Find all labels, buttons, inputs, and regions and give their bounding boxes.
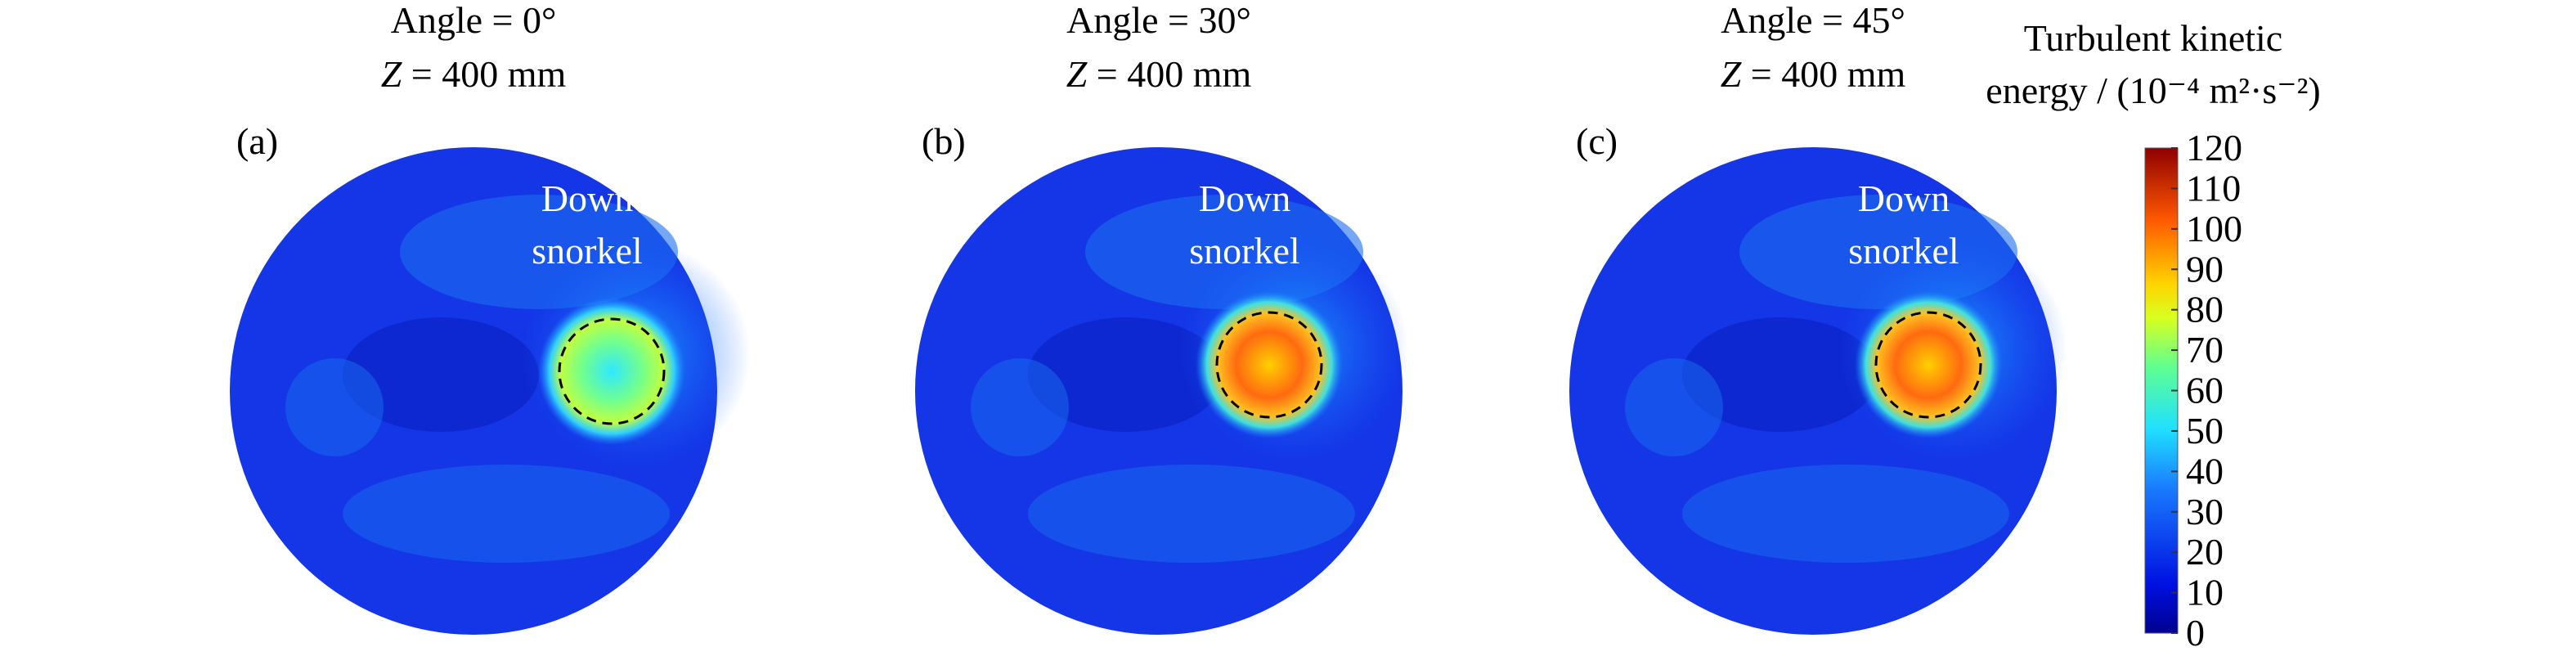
mid-region: [343, 465, 670, 563]
panel-depth: Z = 400 mm: [381, 53, 567, 95]
tick-label: 120: [2186, 127, 2242, 168]
mid-region: [1625, 358, 1723, 456]
tick-label: 30: [2186, 491, 2224, 532]
low-region: [343, 317, 539, 432]
low-region: [1028, 317, 1224, 432]
tick-label: 60: [2186, 370, 2224, 411]
annotation: snorkel: [1189, 230, 1299, 272]
snorkel-outline: [558, 317, 666, 425]
panel-title: Angle = 0°: [391, 0, 557, 41]
tick-label: 70: [2186, 329, 2224, 371]
tick-label: 90: [2186, 248, 2224, 290]
colorbar-title: energy / (10⁻⁴ m²·s⁻²): [1986, 70, 2320, 111]
mid-region: [1682, 465, 2009, 563]
tick-label: 50: [2186, 410, 2224, 452]
panels: Angle = 0°Z = 400 mm(a)DownsnorkelAngle …: [230, 0, 2067, 635]
panel-title: Angle = 45°: [1721, 0, 1905, 41]
depth-symbol: Z: [1721, 53, 1742, 95]
tick-label: 100: [2186, 208, 2242, 249]
mid-region: [971, 358, 1069, 456]
annotation: Down: [541, 177, 633, 219]
annotation: snorkel: [532, 230, 642, 272]
panel-title: Angle = 30°: [1066, 0, 1251, 41]
depth-value: = 400 mm: [1751, 53, 1906, 95]
tick-label: 80: [2186, 289, 2224, 330]
tick-label: 10: [2186, 572, 2224, 613]
panel-label: (a): [236, 120, 278, 162]
panel-label: (b): [922, 120, 966, 162]
contour-panel: Angle = 0° Z = 400 mm (a) Down snorkel: [230, 0, 751, 635]
annotation: snorkel: [1848, 230, 1959, 272]
snorkel-outline: [1215, 311, 1323, 419]
snorkel-outline: [1874, 311, 1982, 419]
panel-depth: Z = 400 mm: [1721, 53, 1906, 95]
tick-label: 110: [2186, 167, 2241, 209]
depth-symbol: Z: [381, 53, 402, 95]
annotation: Down: [1199, 177, 1290, 219]
tick-label: 40: [2186, 450, 2224, 492]
mid-region: [285, 358, 384, 456]
panel-label: (c): [1576, 120, 1618, 162]
depth-value: = 400 mm: [411, 53, 567, 95]
mid-region: [1028, 465, 1355, 563]
contour-panel: Angle = 45° Z = 400 mm (c) Down snorkel: [1569, 0, 2067, 635]
tick-label: 0: [2186, 612, 2205, 654]
annotation: Down: [1858, 177, 1950, 219]
depth-value: = 400 mm: [1097, 53, 1252, 95]
tick-label: 20: [2186, 531, 2224, 573]
panel-depth: Z = 400 mm: [1066, 53, 1252, 95]
contour-panel: Angle = 30° Z = 400 mm (b) Down snorkel: [915, 0, 1408, 635]
colorbar-title: Turbulent kinetic: [2024, 17, 2282, 59]
low-region: [1682, 317, 1878, 432]
depth-symbol: Z: [1066, 53, 1088, 95]
